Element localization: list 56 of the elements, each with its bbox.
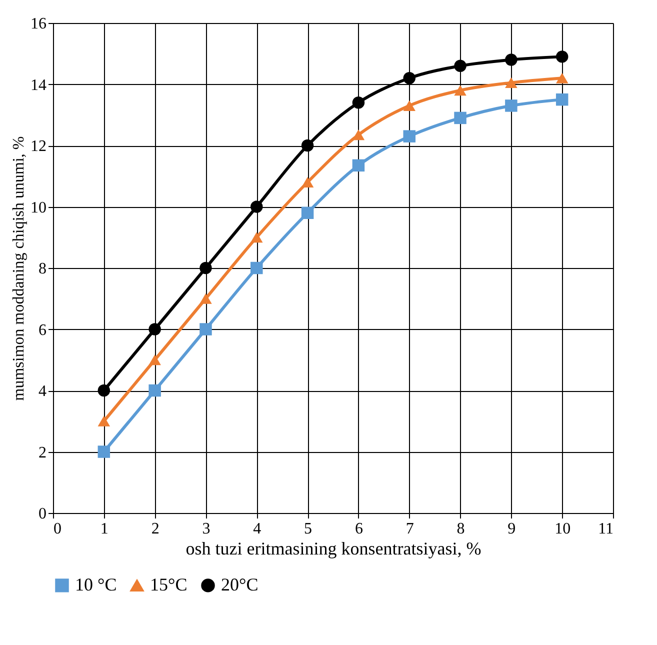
x-tick-label: 10: [554, 520, 571, 538]
point: [352, 159, 365, 172]
point: [505, 54, 518, 66]
point: [556, 72, 568, 84]
point: [403, 130, 416, 142]
point: [505, 77, 518, 88]
point: [148, 384, 161, 397]
point: [454, 60, 466, 72]
y-tick-label: 16: [30, 16, 46, 32]
y-tick-label: 8: [38, 260, 46, 278]
point: [200, 262, 212, 274]
x-tick-label: 0: [54, 520, 62, 538]
point: [352, 129, 365, 140]
point: [200, 323, 212, 336]
x-tick-label: 9: [508, 520, 516, 538]
point: [98, 416, 110, 426]
point: [352, 96, 365, 109]
legend-label: 15°C: [150, 574, 188, 594]
point: [301, 176, 314, 188]
point: [250, 200, 263, 213]
y-tick-label: 14: [30, 76, 46, 94]
point: [148, 323, 161, 336]
x-axis-title: osh tuzi eritmasining konsentratsiyasi, %: [186, 538, 482, 558]
point: [556, 93, 568, 106]
point: [403, 100, 416, 111]
point: [454, 112, 466, 124]
x-tick-label: 8: [456, 520, 465, 538]
y-axis-title: mumsimon moddaning chiqish unumi, %: [10, 136, 28, 401]
point: [403, 72, 416, 84]
point: [148, 354, 161, 366]
point: [301, 139, 314, 152]
x-tick-label: 5: [304, 520, 312, 538]
x-tick-label: 6: [354, 520, 363, 538]
y-tick-label: 2: [38, 444, 46, 462]
legend-label: 10 °C: [75, 574, 117, 594]
y-tick-label: 12: [30, 138, 46, 155]
point: [301, 206, 314, 219]
x-tick-label: 3: [202, 520, 210, 538]
point: [454, 85, 466, 96]
y-tick-label: 10: [30, 199, 46, 216]
point: [200, 293, 212, 304]
point: [98, 446, 110, 458]
x-tick-label: 4: [253, 520, 262, 538]
point: [505, 100, 518, 112]
point: [250, 232, 263, 243]
legend-label: 20°C: [221, 574, 258, 594]
y-tick-label: 6: [38, 322, 46, 339]
x-tick-label: 2: [151, 520, 160, 538]
y-tick-label: 0: [38, 506, 46, 522]
point: [250, 262, 263, 274]
point: [98, 384, 110, 397]
x-tick-label: 11: [598, 520, 614, 538]
point: [556, 50, 568, 63]
x-tick-label: 7: [406, 520, 414, 538]
x-tick-label: 1: [100, 520, 108, 538]
y-tick-label: 4: [38, 383, 46, 400]
